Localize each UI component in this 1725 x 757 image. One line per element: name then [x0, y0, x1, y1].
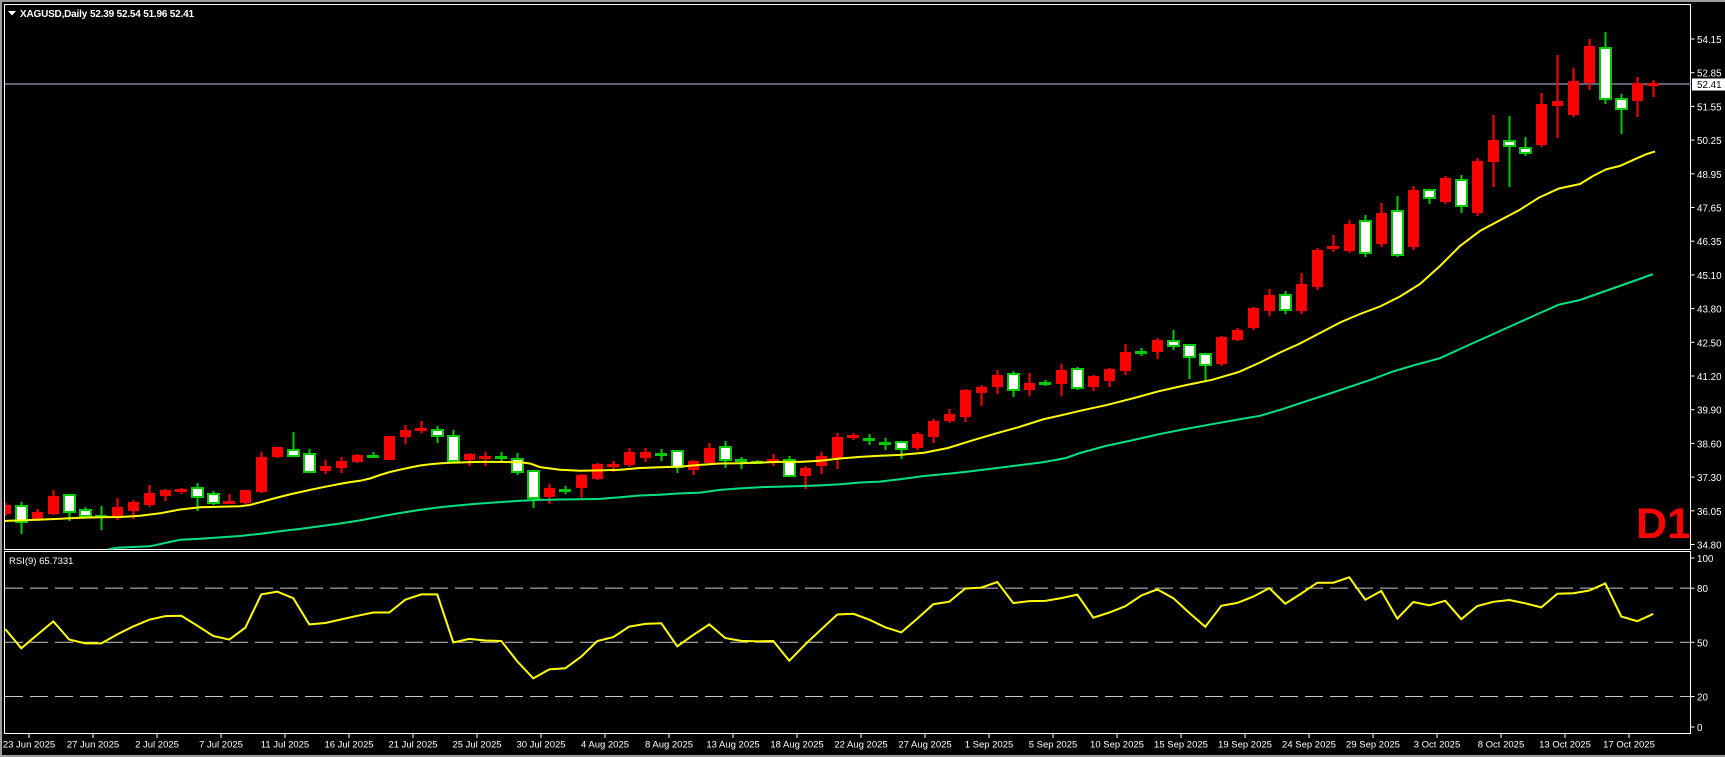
- svg-text:51.55: 51.55: [1697, 102, 1722, 113]
- svg-text:29 Sep 2025: 29 Sep 2025: [1346, 740, 1400, 751]
- svg-text:2 Jul 2025: 2 Jul 2025: [135, 740, 179, 751]
- svg-text:48.95: 48.95: [1697, 170, 1722, 181]
- svg-text:52.39 52.54 51.96 52.41: 52.39 52.54 51.96 52.41: [90, 9, 194, 20]
- svg-text:24 Sep 2025: 24 Sep 2025: [1282, 740, 1336, 751]
- svg-text:13 Aug 2025: 13 Aug 2025: [706, 740, 759, 751]
- svg-text:23 Jun 2025: 23 Jun 2025: [3, 740, 55, 751]
- svg-text:22 Aug 2025: 22 Aug 2025: [834, 740, 887, 751]
- svg-text:52.41: 52.41: [1697, 80, 1722, 91]
- svg-text:3 Oct 2025: 3 Oct 2025: [1414, 740, 1460, 751]
- svg-text:39.90: 39.90: [1697, 406, 1722, 417]
- svg-text:16 Jul 2025: 16 Jul 2025: [324, 740, 373, 751]
- svg-text:18 Aug 2025: 18 Aug 2025: [770, 740, 823, 751]
- svg-text:41.20: 41.20: [1697, 372, 1722, 383]
- svg-text:15 Sep 2025: 15 Sep 2025: [1154, 740, 1208, 751]
- svg-text:RSI(9) 65.7331: RSI(9) 65.7331: [9, 556, 73, 567]
- svg-text:50.25: 50.25: [1697, 136, 1722, 147]
- svg-text:37.30: 37.30: [1697, 473, 1722, 484]
- svg-text:100: 100: [1697, 554, 1714, 565]
- svg-text:11 Jul 2025: 11 Jul 2025: [261, 740, 309, 751]
- svg-text:10 Sep 2025: 10 Sep 2025: [1090, 740, 1144, 751]
- svg-text:5 Sep 2025: 5 Sep 2025: [1029, 740, 1078, 751]
- svg-text:27 Jun 2025: 27 Jun 2025: [67, 740, 119, 751]
- svg-text:27 Aug 2025: 27 Aug 2025: [898, 740, 951, 751]
- svg-text:7 Jul 2025: 7 Jul 2025: [199, 740, 243, 751]
- svg-text:8 Oct 2025: 8 Oct 2025: [1478, 740, 1524, 751]
- svg-text:30 Jul 2025: 30 Jul 2025: [516, 740, 565, 751]
- svg-text:47.65: 47.65: [1697, 204, 1722, 215]
- svg-text:52.85: 52.85: [1697, 69, 1722, 80]
- svg-text:25 Jul 2025: 25 Jul 2025: [452, 740, 501, 751]
- svg-text:42.50: 42.50: [1697, 338, 1722, 349]
- svg-text:45.10: 45.10: [1697, 271, 1722, 282]
- svg-text:19 Sep 2025: 19 Sep 2025: [1218, 740, 1272, 751]
- svg-text:8 Aug 2025: 8 Aug 2025: [645, 740, 693, 751]
- svg-text:13 Oct 2025: 13 Oct 2025: [1539, 740, 1591, 751]
- svg-text:21 Jul 2025: 21 Jul 2025: [388, 740, 437, 751]
- svg-text:46.35: 46.35: [1697, 237, 1722, 248]
- svg-text:54.15: 54.15: [1697, 35, 1722, 46]
- svg-text:20: 20: [1697, 693, 1708, 704]
- svg-text:D1: D1: [1636, 500, 1691, 548]
- svg-text:43.80: 43.80: [1697, 305, 1722, 316]
- svg-text:50: 50: [1697, 638, 1708, 649]
- svg-text:38.60: 38.60: [1697, 439, 1722, 450]
- svg-text:80: 80: [1697, 584, 1708, 595]
- svg-text:0: 0: [1697, 723, 1703, 734]
- svg-text:1 Sep 2025: 1 Sep 2025: [965, 740, 1014, 751]
- svg-text:XAGUSD,Daily: XAGUSD,Daily: [20, 9, 88, 20]
- svg-text:34.80: 34.80: [1697, 541, 1722, 552]
- svg-text:4 Aug 2025: 4 Aug 2025: [581, 740, 629, 751]
- svg-text:17 Oct 2025: 17 Oct 2025: [1603, 740, 1655, 751]
- svg-text:36.05: 36.05: [1697, 507, 1722, 518]
